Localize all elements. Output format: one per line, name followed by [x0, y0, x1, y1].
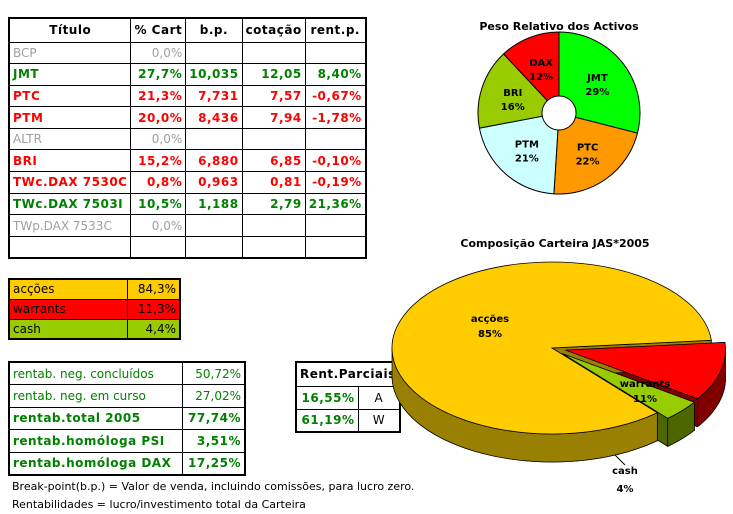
header-row: Título% Cart b.p. cotação rent.p. [8, 17, 367, 43]
cell-titulo [8, 235, 132, 259]
table-row: ALTR 0,0% [8, 127, 367, 151]
slice-value: 11% [633, 394, 657, 405]
column-header: % Cart [130, 17, 187, 43]
pie-slice-warrants [565, 341, 726, 400]
cell-titulo: TWc.DAX 7530C [8, 171, 132, 194]
cell-rent: 21,36% [304, 192, 367, 216]
allocation-table: acções 84,3% warrants 11,3% cash 4,4% [8, 278, 181, 340]
note-break-point: Break-point(b.p.) = Valor de venda, incl… [12, 480, 415, 493]
table-row: PTM 20,0% 8,436 7,94 -1,78% [8, 106, 367, 129]
portfolio-table: Título% Cart b.p. cotação rent.p. BCP 0,0% JMT… [8, 17, 367, 259]
returns-value: 17,25% [181, 451, 246, 476]
table-row [8, 235, 367, 259]
slice-label: acções [471, 314, 509, 325]
cell-bp [185, 235, 243, 259]
column-header: cotação [241, 17, 306, 43]
pie-slice-ptm [478, 115, 559, 195]
column-header: rent.p. [304, 17, 367, 43]
slice-label: JMT [586, 73, 608, 84]
table-row: PTC 21,3% 7,731 7,57 -0,67% [8, 84, 367, 108]
cell-cot: 2,79 [241, 192, 306, 216]
column-header: b.p. [185, 17, 243, 43]
cell-cart: 21,3% [130, 84, 187, 108]
cell-rent: -0,19% [304, 171, 367, 194]
allocation-row: acções 84,3% [8, 278, 181, 300]
table-row: BRI 15,2% 6,880 6,85 -0,10% [8, 149, 367, 173]
slice-label: warrants [620, 379, 670, 390]
slice-label: cash [612, 466, 638, 477]
chart-title: Composição Carteira JAS*2005 [460, 237, 649, 250]
slice-label: PTC [577, 142, 599, 153]
returns-label: rentab. neg. em curso [8, 384, 183, 408]
cell-cot: 0,81 [241, 171, 306, 194]
returns-row: rentab. neg. concluídos 50,72% [8, 361, 246, 386]
partial-row: 61,19% W [295, 408, 401, 433]
table-row: TWc.DAX 7530C 0,8% 0,963 0,81 -0,19% [8, 171, 367, 194]
cell-cart: 0,8% [130, 171, 187, 194]
cell-rent [304, 214, 367, 237]
column-header: Título [8, 17, 132, 43]
cell-cart: 15,2% [130, 149, 187, 173]
allocation-label: cash [8, 318, 128, 340]
cell-cart: 0,0% [130, 41, 187, 65]
pie-slice-jmt [558, 31, 641, 134]
slice-value: 16% [501, 102, 525, 113]
allocation-value: 4,4% [126, 318, 181, 340]
slice-value: 4% [617, 484, 634, 495]
cell-rent: -0,10% [304, 149, 367, 173]
pie-slice-cash [562, 353, 696, 419]
cell-rent: 8,40% [304, 63, 367, 86]
cell-cart: 27,7% [130, 63, 187, 86]
pie-slice-acções [391, 261, 712, 435]
pie-slice-dax [502, 31, 560, 102]
partial-key: W [357, 408, 401, 433]
table-row: TWp.DAX 7533C 0,0% [8, 214, 367, 237]
allocation-row: cash 4,4% [8, 318, 181, 340]
pie-slice-bri [477, 53, 549, 129]
returns-row: rentab.total 2005 77,74% [8, 406, 246, 431]
cell-cart: 20,0% [130, 106, 187, 129]
cell-cart: 0,0% [130, 127, 187, 151]
returns-table: rentab. neg. concluídos 50,72% rentab. neg… [8, 361, 246, 476]
cell-bp: 0,963 [185, 171, 243, 194]
cell-titulo: BRI [8, 149, 132, 173]
table-row: BCP 0,0% [8, 41, 367, 65]
cell-bp [185, 214, 243, 237]
cell-bp: 6,880 [185, 149, 243, 173]
slice-label: DAX [529, 58, 553, 69]
returns-row: rentab. neg. em curso 27,02% [8, 384, 246, 408]
cell-bp [185, 127, 243, 151]
returns-label: rentab.homóloga DAX [8, 451, 183, 476]
cell-titulo: TWc.DAX 7503I [8, 192, 132, 216]
pie-slice-ptc [553, 116, 639, 195]
slice-value: 12% [529, 72, 553, 83]
slice-label: BRI [503, 88, 522, 99]
chart-title: Peso Relativo dos Activos [479, 20, 639, 33]
slice-label: PTM [515, 139, 539, 150]
returns-value: 27,02% [181, 384, 246, 408]
slice-value: 29% [585, 87, 609, 98]
returns-label: rentab.homóloga PSI [8, 429, 183, 453]
cell-titulo: PTM [8, 106, 132, 129]
cell-rent: -0,67% [304, 84, 367, 108]
cell-rent [304, 235, 367, 259]
cell-titulo: TWp.DAX 7533C [8, 214, 132, 237]
partial-value: 61,19% [295, 408, 359, 433]
leader-line [614, 454, 626, 466]
table-row: TWc.DAX 7503I 10,5% 1,188 2,79 21,36% [8, 192, 367, 216]
slice-value: 85% [478, 329, 502, 340]
cell-titulo: ALTR [8, 127, 132, 151]
slice-value: 21% [515, 153, 539, 164]
cell-rent [304, 127, 367, 151]
returns-row: rentab.homóloga DAX 17,25% [8, 451, 246, 476]
cell-bp: 1,188 [185, 192, 243, 216]
note-rentabilidades: Rentabilidades = lucro/investimento tota… [12, 498, 306, 511]
slice-value: 22% [576, 156, 600, 167]
